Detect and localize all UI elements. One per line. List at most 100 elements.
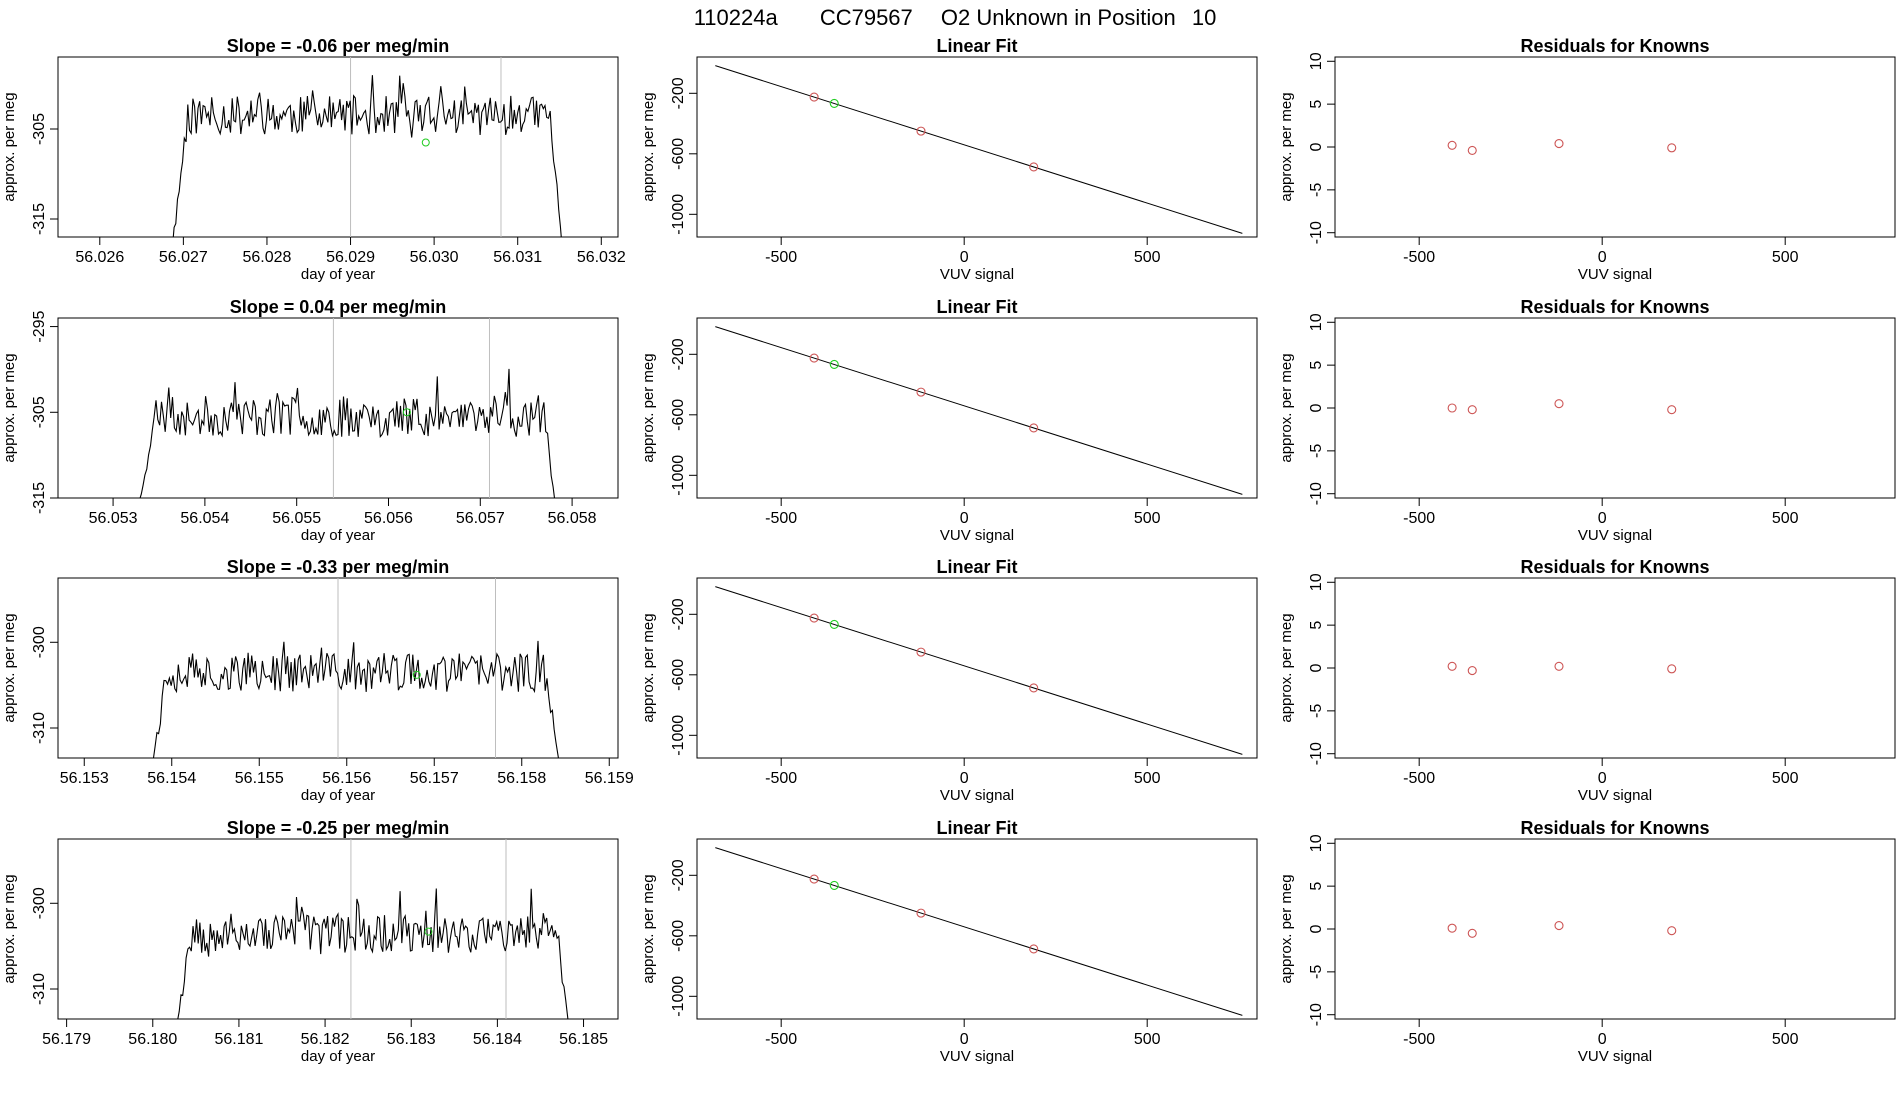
- panel-title: Slope = -0.25 per meg/min: [227, 818, 450, 838]
- series-line: [177, 888, 569, 1019]
- plot-frame: [696, 317, 1258, 499]
- panel-title: Residuals for Knowns: [1520, 36, 1709, 56]
- x-tick-label: 56.153: [60, 770, 109, 787]
- known-point: [1667, 664, 1677, 674]
- y-tick-label: -315: [31, 203, 48, 235]
- y-tick-label: -10: [1308, 1003, 1325, 1026]
- plot-frame: [57, 838, 619, 1020]
- known-point: [1029, 683, 1039, 693]
- y-axis-label: approx. per meg: [1, 92, 18, 201]
- panel-title: Residuals for Knowns: [1520, 818, 1709, 838]
- panel-r4-c2: Linear Fit -500 0 500 VUV signal -1000 -600 -20…: [640, 818, 1258, 1065]
- x-tick-label: 0: [1598, 1031, 1607, 1048]
- panel-r2-c2: Linear Fit -500 0 500 VUV signal -1000 -600 -20…: [640, 297, 1258, 544]
- x-tick-label: 56.179: [42, 1031, 91, 1048]
- fit-line: [715, 586, 1243, 755]
- series-line: [139, 368, 556, 498]
- known-point: [1554, 139, 1564, 149]
- y-tick-label: -305: [31, 113, 48, 145]
- known-point: [809, 92, 819, 102]
- y-tick-label: -1000: [670, 194, 687, 235]
- x-axis-label: VUV signal: [940, 266, 1014, 283]
- x-tick-label: 0: [960, 510, 969, 527]
- unknown-point: [829, 880, 839, 890]
- y-tick-label: -5: [1308, 965, 1325, 979]
- x-tick-label: 500: [1134, 1031, 1161, 1048]
- y-tick-label: -10: [1308, 742, 1325, 765]
- figure-title: 110224a CC79567 O2 Unknown in Position 1…: [694, 5, 1217, 30]
- x-tick-label: 56.028: [242, 249, 291, 266]
- x-tick-label: 56.026: [75, 249, 124, 266]
- x-axis-label: day of year: [301, 787, 375, 804]
- plot-frame: [696, 838, 1258, 1020]
- unknown-point: [424, 927, 433, 936]
- y-tick-label: -1000: [670, 455, 687, 496]
- unknown-point: [829, 359, 839, 369]
- x-tick-label: -500: [1403, 249, 1435, 266]
- plot-area: [177, 839, 569, 1019]
- y-tick-label: 5: [1308, 361, 1325, 370]
- y-tick-label: -10: [1308, 482, 1325, 505]
- x-tick-label: 56.055: [272, 510, 321, 527]
- y-axis-label: approx. per meg: [640, 613, 657, 722]
- y-tick-label: -200: [670, 77, 687, 109]
- x-tick-label: -500: [1403, 770, 1435, 787]
- panel-r2-c3: Residuals for Knowns -500 0 500 VUV signal -1…: [1278, 297, 1896, 544]
- panel-title: Slope = 0.04 per meg/min: [230, 297, 447, 317]
- panel-r2-c1: Slope = 0.04 per meg/min 56.053 56.054 56.0…: [1, 297, 619, 544]
- plot-frame: [57, 317, 619, 499]
- x-tick-label: 500: [1772, 770, 1799, 787]
- x-tick-label: 0: [1598, 249, 1607, 266]
- x-tick-label: 56.182: [301, 1031, 350, 1048]
- y-tick-label: 10: [1308, 52, 1325, 70]
- x-axis-label: VUV signal: [1578, 266, 1652, 283]
- panel-title: Slope = -0.33 per meg/min: [227, 557, 450, 577]
- panel-title: Residuals for Knowns: [1520, 297, 1709, 317]
- unknown-point: [402, 408, 411, 417]
- plot-area: [715, 326, 1243, 495]
- x-tick-label: -500: [1403, 1031, 1435, 1048]
- x-tick-label: 56.054: [180, 510, 229, 527]
- panel-r1-c2: Linear Fit -500 0 500 VUV signal -1000 -600 -20…: [640, 36, 1258, 283]
- panel-title: Slope = -0.06 per meg/min: [227, 36, 450, 56]
- x-axis-label: VUV signal: [1578, 527, 1652, 544]
- known-point: [1554, 921, 1564, 931]
- plot-area: [1447, 139, 1677, 155]
- panel-title: Linear Fit: [936, 818, 1017, 838]
- panel-r3-c2: Linear Fit -500 0 500 VUV signal -1000 -600 -20…: [640, 557, 1258, 804]
- x-tick-label: 0: [960, 1031, 969, 1048]
- known-point: [809, 874, 819, 884]
- x-tick-label: 56.031: [493, 249, 542, 266]
- known-point: [1667, 926, 1677, 936]
- y-tick-label: -5: [1308, 444, 1325, 458]
- y-axis-label: approx. per meg: [1, 874, 18, 983]
- y-axis-label: approx. per meg: [1278, 874, 1295, 983]
- x-tick-label: 56.056: [364, 510, 413, 527]
- y-tick-label: -310: [31, 712, 48, 744]
- x-tick-label: 500: [1134, 770, 1161, 787]
- x-tick-label: 0: [960, 770, 969, 787]
- y-tick-label: -5: [1308, 704, 1325, 718]
- y-tick-label: -300: [31, 626, 48, 658]
- x-tick-label: -500: [765, 770, 797, 787]
- plot-area: [172, 57, 562, 237]
- x-tick-label: 56.053: [89, 510, 138, 527]
- series-line: [152, 640, 559, 758]
- known-point: [1447, 661, 1457, 671]
- known-point: [1447, 923, 1457, 933]
- x-tick-label: 56.158: [497, 770, 546, 787]
- fit-line: [715, 326, 1243, 495]
- panel-r4-c1: Slope = -0.25 per meg/min 56.179 56.180 56.…: [1, 818, 619, 1065]
- y-tick-label: -1000: [670, 715, 687, 756]
- y-axis-label: approx. per meg: [640, 353, 657, 462]
- y-tick-label: 5: [1308, 621, 1325, 630]
- x-tick-label: 56.157: [410, 770, 459, 787]
- unknown-point: [829, 98, 839, 108]
- x-tick-label: -500: [765, 510, 797, 527]
- known-point: [916, 126, 926, 136]
- x-tick-label: -500: [765, 249, 797, 266]
- y-tick-label: -600: [670, 138, 687, 170]
- panel-title: Residuals for Knowns: [1520, 557, 1709, 577]
- plot-area: [715, 847, 1243, 1016]
